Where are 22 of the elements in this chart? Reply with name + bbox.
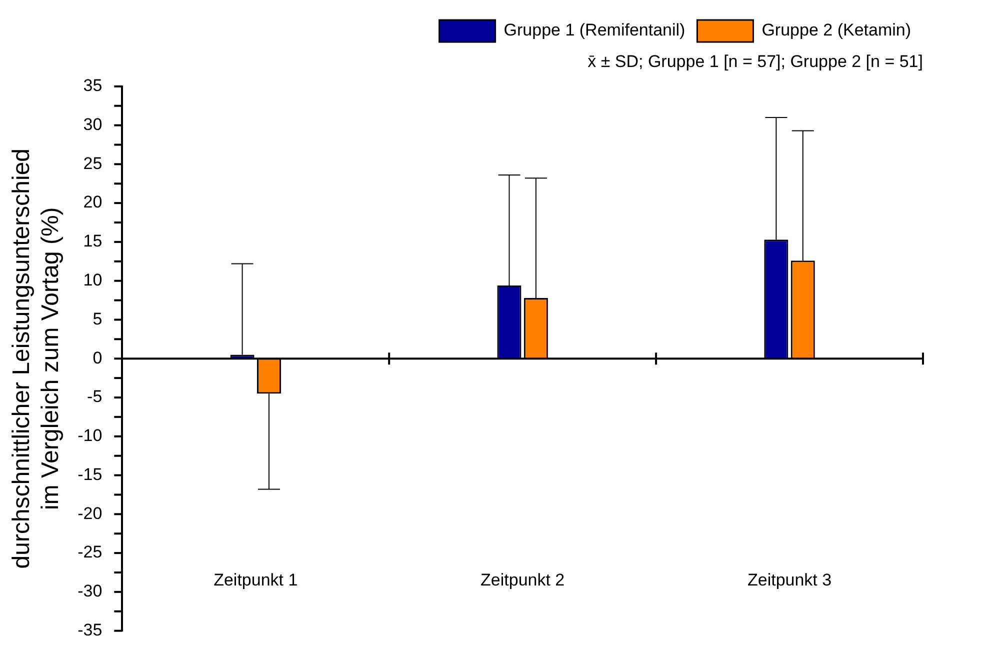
y-tick-label: -25 bbox=[78, 542, 102, 562]
x-tick-label: Zeitpunkt 1 bbox=[214, 570, 298, 590]
y-tick-label: 20 bbox=[83, 192, 102, 212]
legend-label: Gruppe 2 (Ketamin) bbox=[762, 20, 912, 40]
y-tick-label: -15 bbox=[78, 464, 102, 484]
y-tick-label: -35 bbox=[78, 620, 102, 640]
y-axis-title: durchschnittlicher Leistungsunterschied im Vergleich zum Vortag (%) bbox=[8, 148, 64, 569]
y-tick-label: 0 bbox=[92, 348, 102, 368]
y-tick-label: -5 bbox=[87, 387, 102, 406]
y-tick-label: 35 bbox=[83, 76, 102, 96]
y-tick-label: 10 bbox=[83, 270, 102, 290]
y-tick-label: 30 bbox=[83, 114, 102, 134]
y-tick-label: 5 bbox=[92, 309, 102, 328]
legend-label: Gruppe 1 (Remifentanil) bbox=[504, 20, 686, 40]
y-tick-label: 25 bbox=[83, 154, 102, 173]
text: x̄ ± SD; Gruppe 1 [n = 57]; Gruppe 2 [n = 51] bbox=[588, 52, 923, 71]
y-tick-label: -30 bbox=[78, 582, 102, 601]
x-tick-label: Zeitpunkt 2 bbox=[480, 570, 565, 590]
y-tick-label: -10 bbox=[78, 426, 102, 446]
y-tick-label: -20 bbox=[78, 504, 102, 523]
y-tick-label: 15 bbox=[83, 232, 102, 251]
x-tick-label: Zeitpunkt 3 bbox=[747, 570, 832, 590]
